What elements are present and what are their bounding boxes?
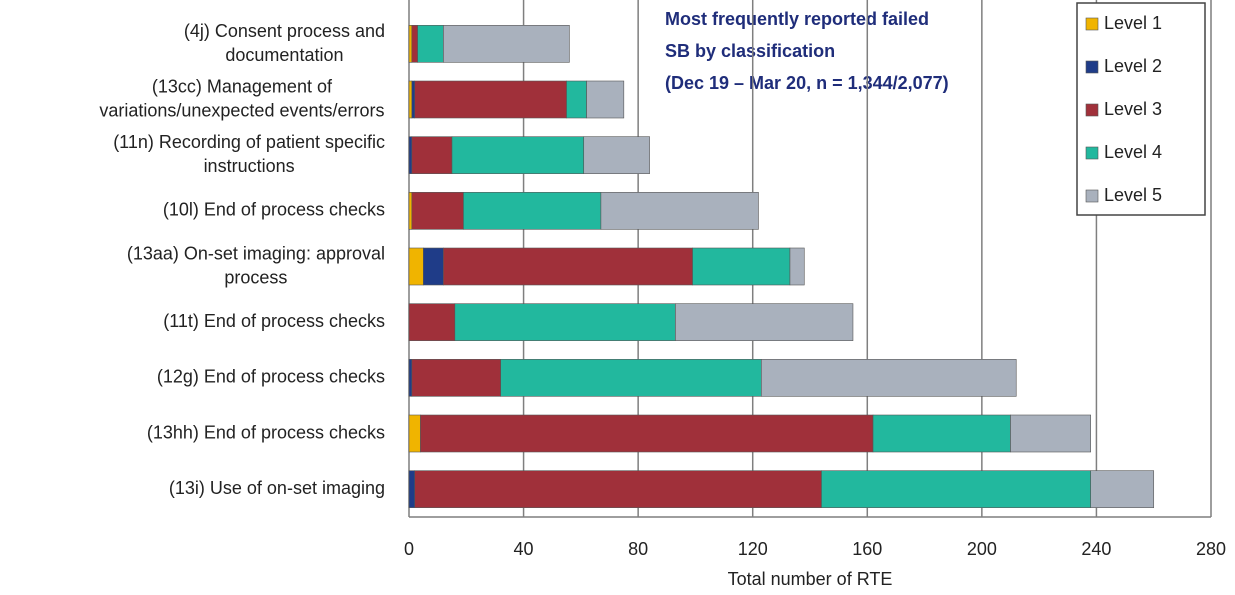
legend-label: Level 5: [1104, 185, 1162, 205]
bar-segment: [1090, 470, 1155, 508]
legend-label: Level 1: [1104, 13, 1162, 33]
x-tick-label: 80: [628, 539, 648, 559]
legend-box: [1076, 2, 1206, 216]
bar-segment: [500, 359, 762, 397]
bar-segment: [872, 414, 1011, 453]
legend-label: Level 3: [1104, 99, 1162, 119]
x-tick-label: 280: [1196, 539, 1226, 559]
legend-swatch: [1085, 146, 1099, 160]
bar-segment: [411, 359, 501, 397]
y-tick-label: (13cc) Management of variations/unexpecte…: [99, 76, 384, 120]
bar-segment: [408, 192, 413, 230]
y-tick-label: (13i) Use of on-set imaging: [169, 478, 385, 498]
bar-segment: [443, 25, 570, 63]
bar-segment: [411, 25, 418, 63]
plot: [408, 0, 1212, 518]
bar-segment: [408, 247, 424, 286]
y-tick-label: (13hh) End of process checks: [147, 422, 385, 442]
bar-segment: [454, 303, 676, 341]
bar-segment: [408, 414, 421, 453]
bar-segment: [692, 247, 791, 286]
bar-segment: [408, 80, 413, 119]
bar-segment: [600, 192, 759, 230]
chart-title: Most frequently reported failed SB by cla…: [665, 9, 949, 93]
bar-segment: [463, 192, 602, 230]
legend-swatch: [1085, 60, 1099, 74]
x-tick-label: 40: [514, 539, 534, 559]
bar-segment: [408, 303, 456, 341]
bar-segment: [414, 470, 822, 508]
y-tick-label: (13aa) On-set imaging: approval process: [127, 243, 385, 287]
bar-segment: [408, 470, 416, 508]
bar-segment: [408, 136, 413, 174]
bar-segment: [675, 303, 854, 341]
legend-label: Level 2: [1104, 56, 1162, 76]
legend-swatch: [1085, 189, 1099, 203]
bar-segment: [411, 80, 416, 119]
bar-segment: [420, 414, 874, 453]
x-tick-label: 160: [852, 539, 882, 559]
y-tick-label: (12g) End of process checks: [157, 367, 385, 387]
bar-segment: [821, 470, 1092, 508]
bar-segment: [451, 136, 585, 174]
x-tick-label: 200: [967, 539, 997, 559]
legend-swatch: [1085, 17, 1099, 31]
bar-segment: [443, 247, 693, 286]
bar-segment: [411, 136, 453, 174]
bar-segment: [414, 80, 567, 119]
x-tick-label: 0: [404, 539, 414, 559]
bar-segment: [566, 80, 587, 119]
bar-segment: [423, 247, 444, 286]
legend-swatch: [1085, 103, 1099, 117]
bar-segment: [583, 136, 650, 174]
x-tick-label: 240: [1081, 539, 1111, 559]
y-tick-label: (10l) End of process checks: [163, 200, 385, 220]
x-axis-label: Total number of RTE: [728, 569, 893, 589]
bar-segment: [761, 359, 1017, 397]
bar-segment: [789, 247, 805, 286]
bar-segment: [586, 80, 625, 119]
bar-segment: [411, 192, 464, 230]
bar-segment: [408, 359, 413, 397]
bar-segment: [408, 25, 413, 63]
y-tick-label: (4j) Consent process and documentation: [184, 21, 385, 65]
y-tick-label: (11t) End of process checks: [163, 311, 385, 331]
legend-label: Level 4: [1104, 142, 1162, 162]
x-tick-label: 120: [738, 539, 768, 559]
y-tick-label: (11n) Recording of patient specific instr…: [113, 132, 385, 176]
bar-segment: [417, 25, 444, 63]
bar-segment: [1010, 414, 1091, 453]
